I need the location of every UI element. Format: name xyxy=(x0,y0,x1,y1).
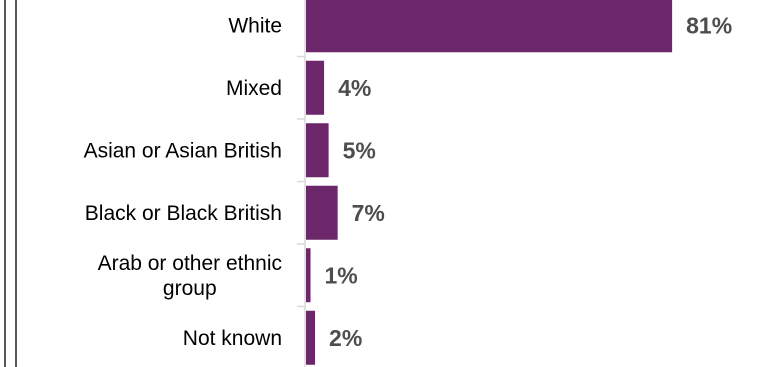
frame-inner-edge xyxy=(15,0,17,367)
bar xyxy=(306,310,316,365)
frame-left-edge xyxy=(4,0,6,367)
category-label: White xyxy=(228,14,282,37)
bar xyxy=(306,0,673,53)
category-label: Black or Black British xyxy=(85,202,282,225)
bar xyxy=(306,185,338,240)
bar xyxy=(306,60,325,115)
value-label: 4% xyxy=(338,75,371,101)
category-label: Mixed xyxy=(226,77,282,100)
bar xyxy=(306,248,311,303)
value-label: 1% xyxy=(325,262,358,288)
bar xyxy=(306,123,329,178)
category-label: Arab or other ethnic group xyxy=(98,252,282,300)
value-label: 2% xyxy=(329,325,362,351)
value-label: 5% xyxy=(343,137,376,163)
category-label: Not known xyxy=(183,327,282,350)
value-label: 81% xyxy=(686,12,732,38)
value-label: 7% xyxy=(352,200,385,226)
category-label: Asian or Asian British xyxy=(84,139,282,162)
